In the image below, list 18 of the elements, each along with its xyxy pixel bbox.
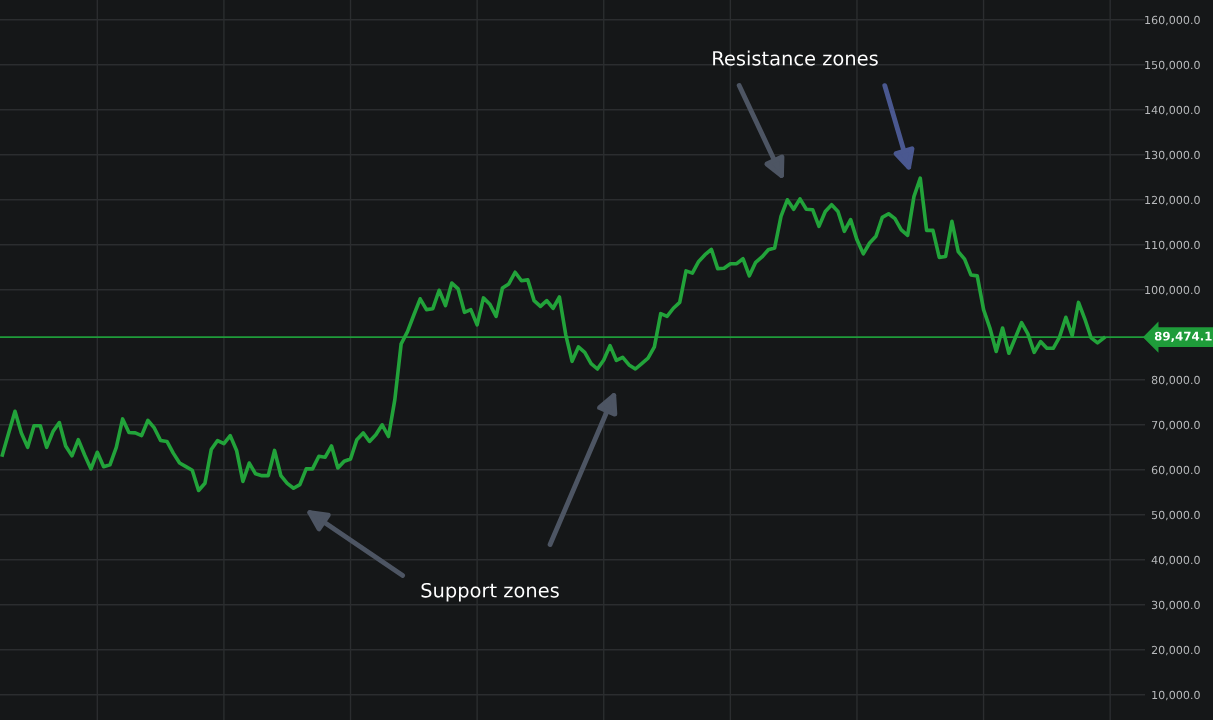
y-tick-label: 150,000.0 xyxy=(1145,60,1200,71)
y-tick-label: 50,000.0 xyxy=(1151,510,1200,521)
y-tick-label: 40,000.0 xyxy=(1151,555,1200,566)
y-tick-label: 70,000.0 xyxy=(1151,420,1200,431)
y-tick-label: 60,000.0 xyxy=(1151,465,1200,476)
y-tick-label: 20,000.0 xyxy=(1151,645,1200,656)
ref-line-label: 89,474.1 xyxy=(1154,331,1212,343)
y-tick-label: 30,000.0 xyxy=(1151,600,1200,611)
y-tick-label: 110,000.0 xyxy=(1145,240,1200,251)
y-tick-label: 80,000.0 xyxy=(1151,375,1200,386)
annotation: Support zones xyxy=(421,582,559,602)
y-tick-label: 160,000.0 xyxy=(1145,15,1200,26)
y-tick-label: 140,000.0 xyxy=(1145,105,1200,116)
y-tick-label: 100,000.0 xyxy=(1145,285,1200,296)
y-tick-label: 120,000.0 xyxy=(1145,195,1200,206)
y-tick-label: 130,000.0 xyxy=(1145,150,1200,161)
y-tick-label: 10,000.0 xyxy=(1152,690,1200,701)
annotation: Resistance zones xyxy=(713,50,878,66)
